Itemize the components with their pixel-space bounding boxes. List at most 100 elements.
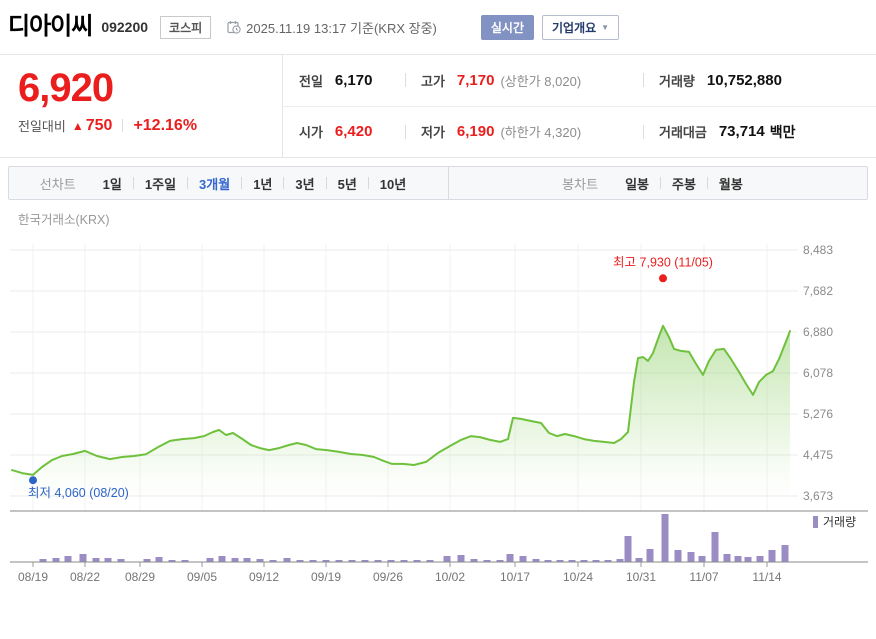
volume-bar: [243, 558, 251, 562]
volume-bar: [426, 560, 434, 562]
realtime-button[interactable]: 실시간: [480, 14, 534, 40]
period-group-label: 선차트: [39, 176, 76, 192]
volume-bar: [52, 558, 60, 562]
quote-cell-value: 6,190: [456, 123, 495, 141]
change-value: 750: [85, 116, 113, 134]
volume-bar: [723, 554, 731, 562]
x-axis-label: 11/14: [752, 570, 781, 584]
volume-bar: [413, 560, 421, 562]
candle-tab-월봉[interactable]: 월봉: [718, 176, 743, 192]
volume-bar: [496, 560, 504, 562]
low-dot: [29, 476, 37, 485]
volume-bar: [781, 545, 789, 562]
volume-bar: [592, 560, 600, 562]
quote-table: 전일 6,170 고가 7,170 (상한가 8,020) 거래량 10,752,880 시가…: [283, 55, 876, 157]
chevron-down-icon: ▼: [601, 22, 610, 32]
quote-cell-label: 고가: [421, 73, 445, 89]
volume-bar: [532, 559, 540, 562]
volume-bar: [155, 557, 163, 562]
period-tab-3년[interactable]: 3년: [295, 176, 315, 192]
volume-bar: [674, 550, 682, 562]
x-axis-label: 09/05: [187, 570, 217, 584]
volume-bar: [231, 558, 239, 562]
high-annotation: 최고 7,930 (11/05): [613, 255, 713, 269]
volume-bar: [519, 556, 527, 562]
volume-bar: [283, 558, 291, 562]
quote-cell-label: 저가: [421, 125, 445, 141]
volume-bar: [206, 558, 214, 562]
tab-separator: [367, 177, 369, 189]
quote-cell-value: 73,714: [718, 123, 765, 141]
volume-bar: [734, 556, 742, 562]
volume-bar: [506, 554, 514, 562]
period-tab-1주일[interactable]: 1주일: [144, 176, 177, 192]
volume-bar: [646, 549, 654, 562]
tab-separator: [706, 177, 708, 189]
quote-cell-label: 거래량: [659, 73, 695, 89]
candle-group-label: 봉차트: [562, 176, 599, 192]
quote-row: 시가 6,420 저가 6,190 (하한가 4,320) 거래대금 73,714 백만: [283, 105, 876, 158]
volume-bar: [470, 559, 478, 562]
quote-cell: 저가 6,190 (하한가 4,320): [405, 107, 643, 158]
period-tab-3개월[interactable]: 3개월: [199, 176, 231, 192]
volume-bar: [698, 556, 706, 562]
change-label: 전일대비: [18, 119, 66, 134]
quote-cell-value: 10,752,880: [706, 71, 782, 89]
volume-bar: [39, 559, 47, 562]
volume-legend-label: 거래량: [823, 515, 856, 529]
x-axis-label: 10/31: [626, 570, 656, 584]
quote-cell-label: 거래대금: [659, 125, 707, 141]
volume-bar: [768, 550, 776, 562]
x-axis-label: 10/02: [435, 570, 465, 584]
volume-bar: [361, 560, 369, 562]
divider: [122, 119, 124, 132]
volume-bar: [256, 559, 264, 562]
price-area-fill: [12, 325, 790, 511]
exchange-source-label: 한국거래소(KRX): [18, 213, 110, 227]
volume-bar: [568, 560, 576, 562]
candle-tab-주봉[interactable]: 주봉: [671, 176, 696, 192]
volume-bar: [580, 560, 588, 562]
candle-tab-일봉[interactable]: 일봉: [625, 176, 649, 192]
market-badge: 코스피: [160, 15, 212, 39]
volume-bar: [296, 560, 304, 562]
volume-bar: [744, 557, 752, 562]
volume-bar: [687, 552, 695, 562]
quote-cell-suffix: 백만: [769, 123, 796, 140]
stock-name: 디아이씨: [8, 13, 93, 40]
price-line: [11, 324, 791, 476]
quote-cell-label: 시가: [299, 125, 323, 141]
x-axis-label: 09/12: [249, 570, 279, 584]
period-tab-1일[interactable]: 1일: [102, 176, 122, 192]
quote-cell-note: (하한가 4,320): [500, 125, 582, 141]
current-price: 6,920: [18, 66, 114, 110]
quote-timestamp: 2025.11.19 13:17 기준(KRX 장중): [246, 20, 437, 36]
tab-separator: [132, 177, 134, 189]
tab-separator: [283, 177, 285, 189]
quote-cell-note: (상한가 8,020): [500, 73, 582, 89]
period-tab-5년[interactable]: 5년: [337, 176, 357, 192]
volume-bar: [624, 536, 632, 562]
price-change-row: 전일대비 ▲ 750 +12.16%: [18, 116, 282, 135]
x-axis-label: 08/29: [125, 570, 155, 584]
change-percent: +12.16%: [133, 116, 198, 134]
low-annotation: 최저 4,060 (08/20): [28, 486, 129, 500]
x-axis-label: 08/22: [70, 570, 100, 584]
line-tab-group: 선차트 1일 1주일 3개월 1년 3년 5년 10년: [9, 167, 449, 199]
quote-summary: 6,920 전일대비 ▲ 750 +12.16% 전일 6,170 고가 7,170 (…: [0, 54, 876, 158]
high-dot: [659, 274, 667, 283]
quote-cell: 고가 7,170 (상한가 8,020): [405, 55, 643, 106]
company-overview-button[interactable]: 기업개요 ▼: [542, 14, 620, 40]
candle-tab-group: 봉차트 일봉 주봉 월봉: [449, 167, 867, 199]
volume-bar: [269, 560, 277, 562]
x-axis-label: 08/19: [18, 570, 48, 584]
volume-bar: [104, 558, 112, 562]
quote-cell: 시가 6,420: [283, 107, 405, 158]
x-axis-label: 09/19: [311, 570, 341, 584]
period-tab-1년[interactable]: 1년: [253, 176, 273, 192]
y-axis-label: 4,475: [803, 448, 833, 462]
y-axis-label: 6,880: [803, 325, 833, 339]
period-tab-10년[interactable]: 10년: [379, 176, 407, 192]
volume-bar: [400, 560, 408, 562]
